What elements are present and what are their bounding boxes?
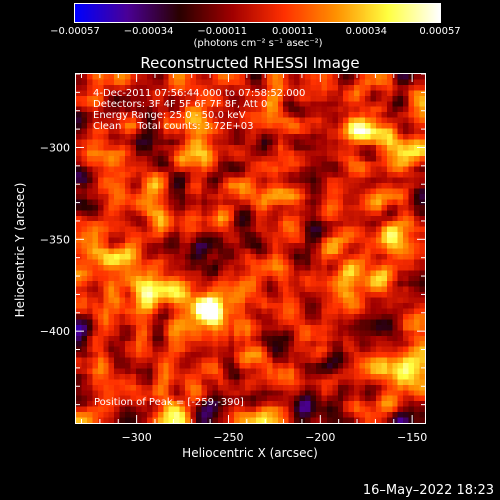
x-axis-label: Heliocentric X (arcsec): [182, 446, 318, 460]
timestamp: 16–May–2022 18:23: [362, 483, 494, 498]
info-clean-counts: Clean Total counts: 3.72E+03: [93, 121, 254, 132]
colorbar-unit-label: (photons cm⁻² s⁻¹ asec⁻²): [193, 38, 323, 49]
y-tick-label: −300: [40, 141, 70, 154]
rhessi-image-heatmap: [76, 74, 425, 423]
colorbar-tick-label: 0.00034: [345, 26, 388, 37]
info-detectors: Detectors: 3F 4F 5F 6F 7F 8F, Att 0: [93, 99, 268, 110]
colorbar-tick-label: −0.00011: [197, 26, 248, 37]
y-tick-label: −400: [40, 325, 70, 338]
colorbar-tick-label: −0.00034: [123, 26, 174, 37]
x-tick-label: −300: [122, 431, 152, 444]
colorbar: [74, 3, 441, 23]
colorbar-tick-label: 0.00057: [419, 26, 461, 37]
info-time-range: 4-Dec-2011 07:56:44.000 to 07:58:52.000: [93, 88, 306, 99]
y-axis-label: Heliocentric Y (arcsec): [13, 182, 27, 318]
y-tick-label: −350: [40, 233, 70, 246]
colorbar-tick-label: −0.00057: [50, 26, 100, 37]
colorbar-tick-label: 0.00011: [272, 26, 314, 37]
x-tick-label: −200: [305, 431, 335, 444]
peak-position-label: Position of Peak = [-259,-390]: [94, 397, 244, 408]
chart-title: Reconstructed RHESSI Image: [140, 54, 360, 72]
x-tick-label: −250: [213, 431, 243, 444]
info-energy-range: Energy Range: 25.0 - 50.0 keV: [93, 110, 246, 121]
x-tick-label: −150: [397, 431, 427, 444]
plot-frame: [75, 73, 426, 424]
